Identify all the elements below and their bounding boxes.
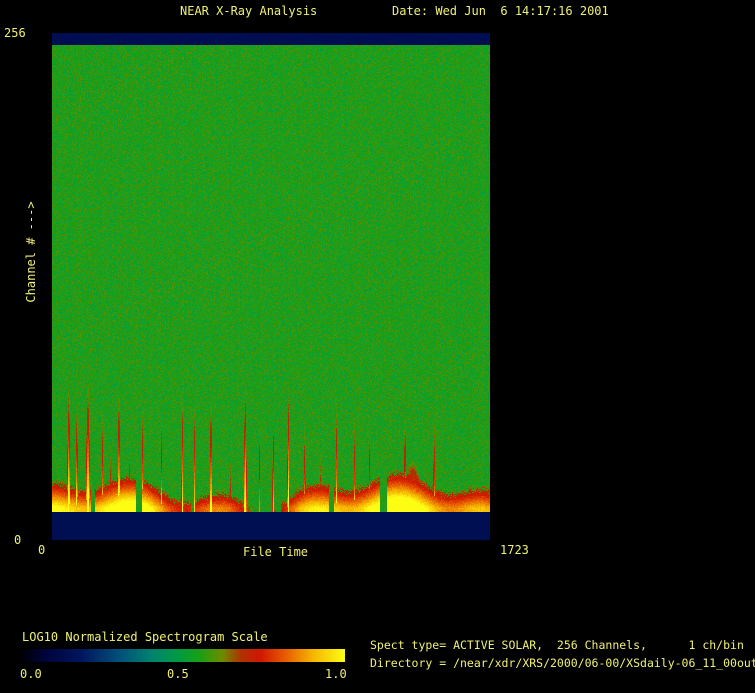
spectrum-type-info: Spect type= ACTIVE SOLAR, 256 Channels, …	[370, 638, 744, 652]
x-axis-min-label: 0	[38, 543, 46, 557]
page-title: NEAR X-Ray Analysis	[180, 4, 318, 18]
x-axis-title: File Time	[243, 545, 309, 559]
colorbar-max-label: 1.0	[325, 667, 347, 681]
spectrogram-image	[52, 33, 490, 540]
colorbar-title: LOG10 Normalized Spectrogram Scale	[22, 630, 268, 644]
y-axis-title: Channel # --->	[24, 201, 38, 303]
colorbar-gradient	[22, 649, 345, 662]
y-axis-min-label: 0	[14, 533, 22, 547]
date-timestamp: Date: Wed Jun 6 14:17:16 2001	[392, 4, 609, 18]
directory-info: Directory = /near/xdr/XRS/2000/06-00/XSd…	[370, 656, 755, 670]
colorbar-min-label: 0.0	[20, 667, 42, 681]
spectrogram-plot-area	[52, 33, 490, 540]
colorbar	[22, 649, 345, 662]
y-axis-max-label: 256	[4, 26, 26, 40]
x-axis-max-label: 1723	[500, 543, 529, 557]
colorbar-mid-label: 0.5	[167, 667, 189, 681]
